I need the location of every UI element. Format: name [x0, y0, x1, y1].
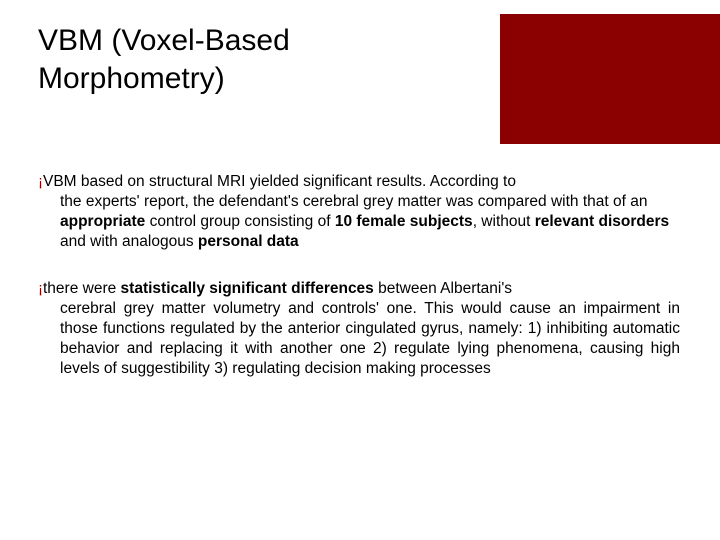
bullet-item-1: ¡VBM based on structural MRI yielded sig…	[38, 172, 680, 253]
slide-title: VBM (Voxel-Based Morphometry)	[38, 22, 290, 97]
bullet-1-body: the experts' report, the defendant's cer…	[38, 192, 680, 252]
title-line-1: VBM (Voxel-Based	[38, 24, 290, 57]
bullet-1-lead: VBM based on structural MRI yielded sign…	[43, 173, 516, 190]
bullet-2-body: cerebral grey matter volumetry and contr…	[38, 299, 680, 380]
header-accent-block	[500, 14, 720, 144]
title-line-2: Morphometry)	[38, 62, 225, 95]
bullet-item-2: ¡there were statistically significant di…	[38, 279, 680, 380]
slide-content: ¡VBM based on structural MRI yielded sig…	[38, 172, 680, 405]
bullet-2-lead: there were statistically significant dif…	[43, 280, 512, 297]
